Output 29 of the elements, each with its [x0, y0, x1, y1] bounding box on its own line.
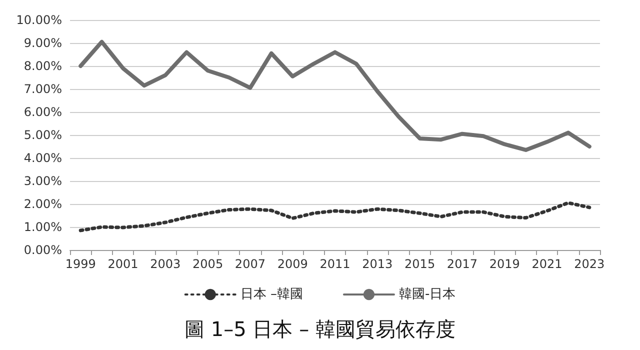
x-tick-label: 2007	[234, 257, 266, 271]
text: 圖 1–5 日本 – 韓國貿易依存度	[184, 317, 456, 341]
y-tick-label: 1.00%	[24, 220, 62, 234]
x-tick-label: 2005	[192, 257, 224, 271]
x-tick-label: 2001	[108, 257, 138, 271]
x-tick-label: 2017	[446, 257, 478, 271]
y-tick-label: 10.00%	[16, 13, 62, 27]
y-tick-label: 5.00%	[24, 128, 62, 142]
y-tick-label: 7.00%	[24, 82, 62, 96]
x-tick-label: 1999	[65, 257, 96, 271]
x-tick-label: 2015	[404, 257, 436, 271]
y-tick-label: 8.00%	[24, 59, 62, 73]
legend-label: 韓國-日本	[398, 287, 456, 302]
x-tick-label: 2013	[362, 257, 393, 271]
line-series	[78, 40, 592, 152]
x-tick-label: 2023	[574, 257, 605, 271]
y-tick-label: 9.00%	[24, 36, 62, 50]
legend-label: 日本 –韓國	[240, 287, 303, 302]
y-tick-label: 2.00%	[24, 197, 62, 211]
x-tick-label: 2003	[150, 257, 181, 271]
y-tick-label: 6.00%	[24, 105, 62, 119]
x-tick-label: 2011	[320, 257, 350, 271]
y-tick-label: 3.00%	[24, 174, 62, 188]
x-tick-label: 2009	[277, 257, 308, 271]
line-series	[78, 201, 592, 232]
y-tick-label: 0.00%	[24, 243, 62, 257]
x-tick-label: 2019	[489, 257, 520, 271]
y-tick-label: 4.00%	[24, 151, 62, 165]
x-tick-label: 2021	[532, 257, 562, 271]
